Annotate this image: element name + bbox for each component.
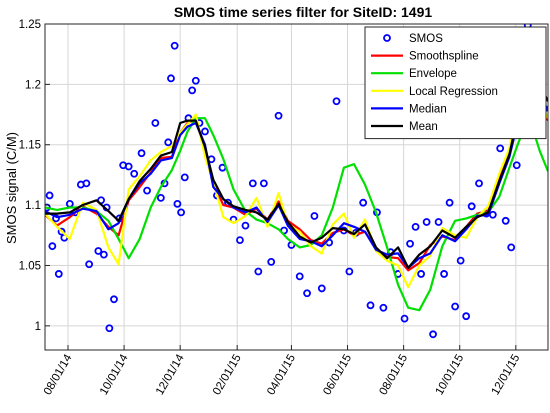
smos-point — [45, 191, 54, 200]
smos-point — [137, 149, 146, 158]
smos-point — [82, 179, 91, 188]
smos-point — [417, 270, 426, 278]
smos-point — [411, 222, 420, 231]
x-tick-label: 10/01/15 — [434, 353, 467, 398]
smos-point — [130, 169, 139, 178]
smos-point — [451, 302, 460, 311]
smos-point — [366, 301, 375, 310]
smos-point — [180, 173, 189, 182]
smos-point — [248, 179, 257, 188]
smos-point — [191, 76, 200, 85]
x-tick-label: 12/01/14 — [154, 352, 187, 397]
legend-box — [364, 26, 547, 140]
legend-smos-label: SMOS — [409, 33, 443, 45]
legend-local-regression-label: Local Regression — [409, 86, 498, 98]
smos-point — [359, 198, 368, 207]
smos-point — [345, 267, 354, 276]
smos-point — [440, 270, 448, 278]
smos-point — [99, 250, 108, 259]
smos-point — [303, 289, 311, 298]
smos-point — [496, 144, 505, 153]
smos-point — [54, 270, 63, 278]
x-tick-label: 02/01/15 — [211, 353, 244, 398]
smos-point — [274, 111, 283, 120]
smos-point — [429, 330, 437, 339]
smos-point — [94, 247, 103, 255]
smos-point — [400, 314, 409, 323]
x-tick-label: 08/01/15 — [377, 353, 410, 398]
smos-point — [317, 284, 326, 293]
series-group — [45, 24, 548, 339]
smos-point — [475, 179, 483, 188]
smos-point — [57, 227, 66, 236]
smos-point — [201, 127, 209, 136]
smos-point — [167, 74, 175, 83]
smos-point — [124, 162, 133, 171]
smos-point — [241, 221, 250, 230]
legend-median-label: Median — [409, 103, 447, 115]
x-tick-label: 12/01/15 — [490, 353, 523, 398]
plot-area — [45, 24, 548, 339]
smos-point — [170, 41, 179, 50]
smos-point — [512, 161, 521, 170]
smos-point — [406, 239, 414, 248]
smos-point — [236, 236, 244, 245]
smoothspline-line — [45, 55, 548, 272]
x-tick-label: 08/01/14 — [42, 352, 75, 397]
smos-point — [151, 119, 160, 127]
smos-point — [156, 193, 165, 202]
smos-point — [488, 210, 497, 219]
smos-point — [143, 186, 151, 195]
legend-envelope-label: Envelope — [409, 68, 457, 80]
smos-point — [164, 138, 173, 147]
legend: SMOS Smoothspline Envelope Local Regression… — [364, 26, 547, 140]
x-axis-ticks: 08/01/14 10/01/14 12/01/14 02/01/15 04/01/15… — [42, 345, 523, 398]
axes-box — [44, 23, 549, 351]
smos-point — [188, 86, 197, 95]
y-tick-label: 1.2 — [25, 79, 41, 91]
smos-point — [310, 212, 319, 220]
x-tick-label: 10/01/14 — [98, 352, 131, 397]
smos-point — [48, 242, 57, 251]
legend-smos-symbol — [383, 34, 391, 42]
smos-point — [422, 218, 431, 226]
smos-point — [52, 214, 60, 223]
smos-point — [462, 312, 471, 321]
smos-point — [501, 216, 510, 225]
smos-point — [379, 303, 388, 312]
envelope-line — [45, 117, 548, 312]
smos-point — [177, 208, 185, 217]
smos-point — [85, 260, 94, 269]
y-axis-label: SMOS signal (C/M) — [4, 132, 19, 244]
smos-point — [267, 257, 276, 266]
smos-point — [254, 267, 263, 276]
smos-point — [332, 97, 341, 106]
smos-point — [110, 295, 118, 304]
y-axis-ticks: 1 1.05 1.1 1.15 1.2 1.25 — [19, 19, 50, 333]
smos-point — [434, 218, 443, 226]
smos-point — [295, 272, 304, 281]
smos-point — [105, 324, 114, 333]
smos-point — [456, 256, 465, 265]
smos-point — [445, 198, 454, 207]
chart-title: SMOS time series filter for SiteID: 1491 — [174, 4, 433, 20]
y-tick-label: 1.25 — [19, 19, 41, 31]
smos-point — [173, 200, 182, 208]
smos-point — [507, 243, 516, 252]
smos-point — [259, 179, 268, 188]
y-tick-label: 1.15 — [19, 140, 41, 152]
y-tick-label: 1.05 — [19, 260, 41, 272]
legend-smoothspline-label: Smoothspline — [409, 51, 479, 63]
mean-line — [45, 65, 548, 269]
x-tick-label: 04/01/15 — [265, 353, 298, 398]
y-tick-label: 1.1 — [25, 200, 41, 212]
y-tick-label: 1 — [35, 321, 41, 333]
legend-mean-label: Mean — [409, 121, 438, 133]
x-tick-label: 06/01/15 — [321, 353, 354, 398]
smos-point — [467, 202, 476, 211]
